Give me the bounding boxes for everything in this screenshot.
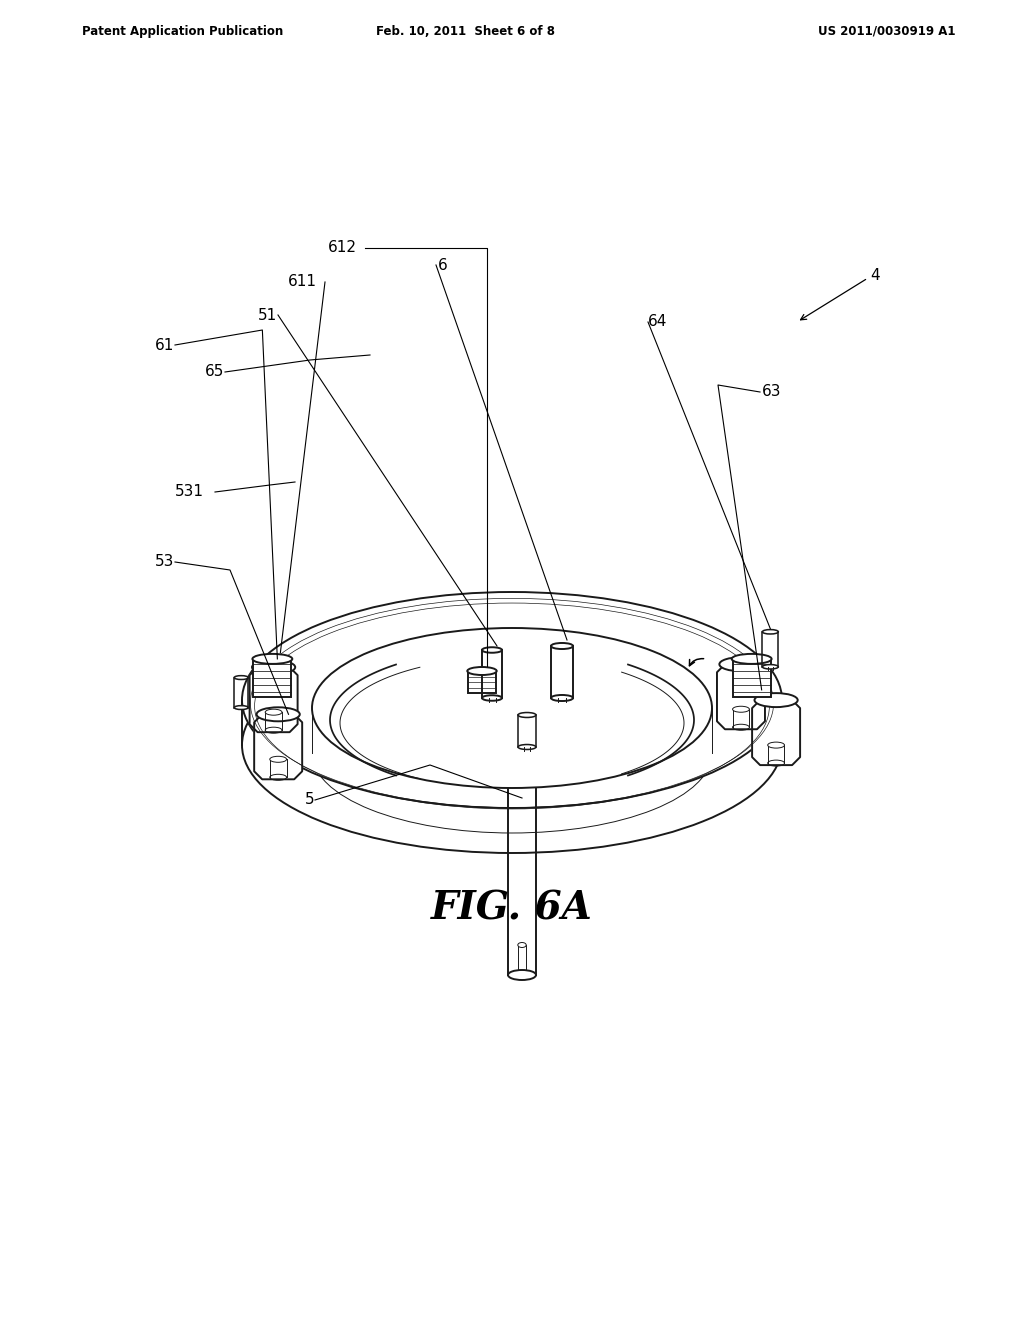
Text: 612: 612 [328, 240, 357, 256]
Ellipse shape [234, 676, 248, 680]
Ellipse shape [518, 713, 536, 718]
Text: 531: 531 [175, 484, 204, 499]
Polygon shape [468, 671, 496, 693]
Ellipse shape [265, 709, 282, 715]
Ellipse shape [252, 660, 295, 675]
Polygon shape [254, 714, 302, 779]
Ellipse shape [482, 647, 502, 653]
Ellipse shape [732, 653, 772, 664]
Ellipse shape [242, 591, 782, 808]
Ellipse shape [732, 706, 750, 713]
Ellipse shape [498, 766, 546, 777]
Polygon shape [250, 667, 298, 733]
Ellipse shape [508, 970, 536, 979]
Ellipse shape [242, 638, 782, 853]
Text: 4: 4 [870, 268, 880, 282]
Text: 611: 611 [288, 275, 317, 289]
Polygon shape [717, 664, 765, 729]
Ellipse shape [498, 747, 546, 759]
Ellipse shape [234, 706, 248, 710]
Ellipse shape [482, 696, 502, 701]
Ellipse shape [518, 744, 536, 750]
Polygon shape [752, 700, 800, 766]
Ellipse shape [755, 693, 798, 708]
Text: Patent Application Publication: Patent Application Publication [82, 25, 284, 38]
Polygon shape [732, 659, 771, 697]
Text: US 2011/0030919 A1: US 2011/0030919 A1 [817, 25, 955, 38]
Text: 64: 64 [648, 314, 668, 330]
Text: 63: 63 [762, 384, 781, 400]
Ellipse shape [551, 643, 573, 649]
Ellipse shape [720, 657, 763, 672]
Text: 51: 51 [258, 308, 278, 322]
Polygon shape [253, 659, 292, 697]
Ellipse shape [312, 628, 712, 788]
Text: 6: 6 [438, 257, 447, 272]
Ellipse shape [768, 742, 784, 748]
Text: 61: 61 [155, 338, 174, 352]
Text: 65: 65 [205, 364, 224, 380]
Ellipse shape [518, 942, 526, 948]
Ellipse shape [762, 664, 778, 669]
Text: FIG. 6A: FIG. 6A [431, 890, 593, 928]
Ellipse shape [551, 694, 573, 701]
Ellipse shape [467, 667, 497, 675]
Ellipse shape [269, 756, 287, 762]
Text: 53: 53 [155, 554, 174, 569]
Text: 5: 5 [305, 792, 314, 808]
Ellipse shape [252, 653, 292, 664]
Ellipse shape [762, 630, 778, 634]
Ellipse shape [257, 708, 300, 721]
Ellipse shape [312, 673, 712, 833]
Text: Feb. 10, 2011  Sheet 6 of 8: Feb. 10, 2011 Sheet 6 of 8 [376, 25, 555, 38]
